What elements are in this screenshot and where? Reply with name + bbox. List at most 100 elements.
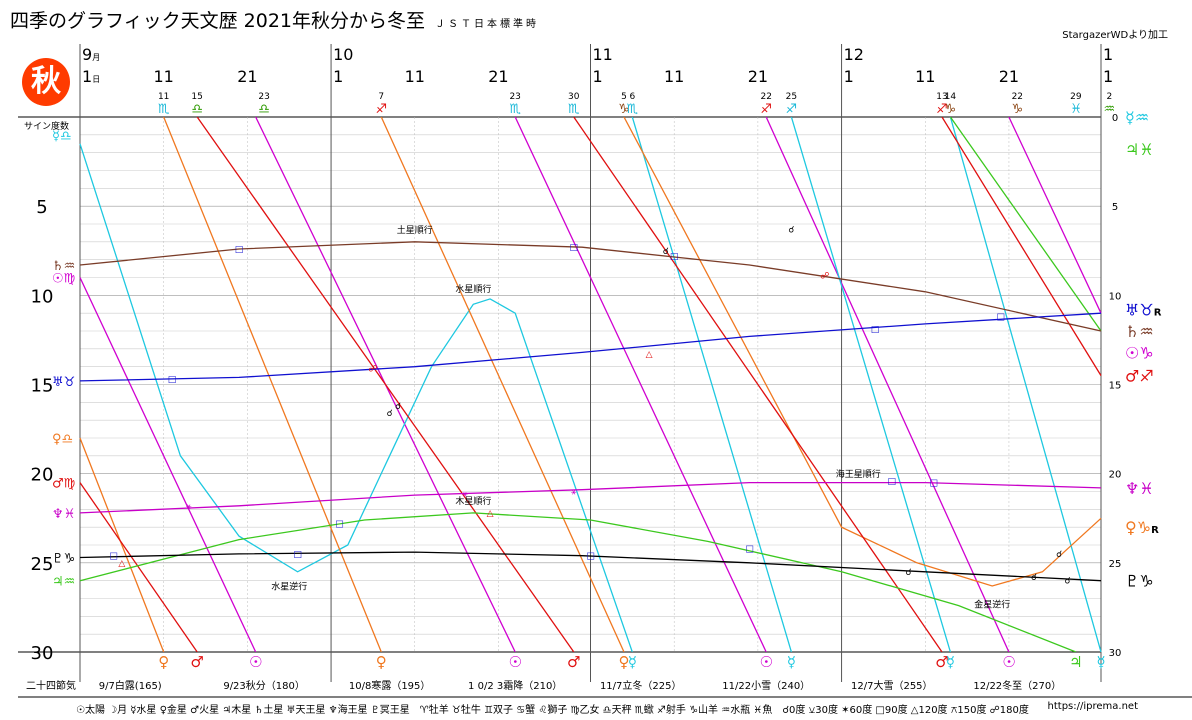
series-line	[631, 117, 793, 652]
y-tick-label-right: 25	[1109, 559, 1122, 570]
title-text: 四季のグラフィック天文歴 2021年秋分から冬至	[10, 10, 426, 32]
ingress-date: 29	[1070, 92, 1082, 102]
annotation-label: 水星逆行	[271, 581, 307, 593]
site-url[interactable]: https://iprema.net	[1047, 701, 1138, 712]
page-title: 四季のグラフィック天文歴 2021年秋分から冬至 ＪＳＴ日本標準時	[10, 6, 539, 33]
y-tick-label: 20	[31, 465, 54, 486]
aspect-marker: □	[109, 552, 118, 562]
month-label: 1	[1103, 45, 1113, 64]
y-tick-label-right: 10	[1109, 291, 1122, 302]
aspect-marker: □	[670, 252, 679, 262]
right-planet-marker: ♃♓	[1125, 140, 1154, 159]
ingress-sign: ♐	[760, 102, 772, 117]
series-line	[79, 277, 257, 652]
ingress-sign: ♎	[191, 102, 203, 117]
aspect-marker: ☍	[368, 364, 377, 374]
aspect-marker: □	[871, 325, 880, 335]
aspect-marker: ☍	[820, 272, 829, 282]
month-label: 9月	[82, 45, 100, 64]
day-tick-label: 11	[405, 67, 425, 86]
aspect-marker: □	[168, 375, 177, 385]
ingress-date: 23	[258, 92, 269, 102]
aspect-marker: ☌	[1031, 573, 1037, 583]
day-tick-label: 11	[664, 67, 684, 86]
symbol-legend: ☉太陽 ☽月 ☿水星 ♀金星 ♂火星 ♃木星 ♄土星 ♅天王星 ♆海王星 ♇冥王…	[76, 705, 1029, 716]
ingress-date: 13	[936, 92, 947, 102]
series-line	[380, 117, 625, 652]
sekki-entry: 11/7立冬（225）	[600, 679, 682, 692]
ingress-date: 25	[786, 92, 797, 102]
right-planet-marker: ♅♉R	[1125, 301, 1162, 320]
day-tick-label: 11	[154, 67, 174, 86]
bottom-event-marker: ☉	[508, 653, 521, 671]
left-planet-marker: ☿♎	[52, 129, 72, 144]
right-planet-marker: ☿♒	[1125, 108, 1149, 127]
timezone-label: ＪＳＴ日本標準時	[435, 19, 540, 30]
right-planet-marker: ♀♑R	[1125, 518, 1159, 537]
annotation-label: 水星順行	[455, 283, 491, 295]
ingress-sign: ♓	[1070, 102, 1082, 117]
aspect-marker: ☌	[395, 402, 401, 412]
y-axis-title: サイン度数	[24, 120, 69, 132]
ingress-sign: ♒	[1104, 102, 1116, 117]
series-line	[949, 117, 1102, 652]
aspect-marker: □	[293, 550, 302, 560]
series-line	[1008, 117, 1102, 314]
aspect-marker: ⚹	[186, 502, 192, 512]
day-tick-label: 21	[999, 67, 1019, 86]
day-tick-label: 21	[488, 67, 508, 86]
aspect-marker: □	[586, 552, 595, 562]
month-day-label: 1	[333, 67, 343, 86]
y-tick-label-right: 15	[1109, 381, 1122, 392]
day-tick-label: 21	[748, 67, 768, 86]
ingress-sign: ♑	[618, 102, 630, 117]
ingress-date: 6	[629, 92, 635, 102]
aspect-marker: □	[888, 477, 897, 487]
month-label: 12	[844, 45, 864, 64]
left-planet-marker: ♂♍	[52, 477, 76, 492]
y-tick-label: 25	[31, 554, 54, 575]
sekki-entry: 10/8寒露（195）	[349, 679, 431, 692]
series-line	[623, 117, 1102, 587]
left-planet-marker: ♃♒	[52, 575, 75, 590]
bottom-event-marker: ♂	[567, 653, 580, 671]
series-line	[765, 117, 1010, 652]
series-line	[79, 143, 633, 652]
aspect-marker: △	[487, 509, 494, 519]
y-tick-label-right: 20	[1109, 470, 1122, 481]
bottom-event-marker: ♂	[935, 653, 948, 671]
ingress-sign: ♏	[509, 102, 521, 117]
y-tick-label-right: 30	[1109, 648, 1122, 659]
left-planet-marker: ♆♓	[52, 507, 75, 522]
series-line	[949, 117, 1102, 332]
source-credit: StargazerWDより加工	[1062, 30, 1168, 41]
season-badge: 秋	[22, 58, 70, 106]
ingress-date: 2	[1107, 92, 1113, 102]
aspect-marker: □	[335, 520, 344, 530]
month-day-label: 1	[1103, 67, 1113, 86]
aspect-marker: ☌	[905, 568, 911, 578]
bottom-event-marker: ☉	[249, 653, 262, 671]
ingress-sign: ♎	[258, 102, 270, 117]
aspect-marker: □	[996, 313, 1005, 323]
ingress-sign: ♑	[1011, 102, 1023, 117]
series-line	[79, 512, 1077, 652]
aspect-marker: □	[235, 245, 244, 255]
left-planet-marker: ☉♍	[52, 272, 76, 287]
y-tick-label: 15	[31, 376, 54, 397]
aspect-marker: □	[929, 479, 938, 489]
left-planet-marker: ♄♒	[52, 259, 75, 274]
aspect-marker: □	[570, 243, 579, 253]
bottom-event-marker: ☿	[628, 653, 637, 671]
sekki-entry: 1 0/2 3霜降（210）	[468, 679, 562, 692]
series-line	[196, 117, 575, 652]
ingress-date: 11	[158, 92, 169, 102]
left-planet-marker: ♀♎	[52, 432, 73, 447]
month-day-label: 1日	[82, 67, 100, 86]
annotation-label: 金星逆行	[974, 598, 1010, 610]
ingress-date: 23	[509, 92, 520, 102]
aspect-marker: □	[745, 545, 754, 555]
month-label: 11	[593, 45, 613, 64]
aspect-marker: ☌	[387, 409, 393, 419]
